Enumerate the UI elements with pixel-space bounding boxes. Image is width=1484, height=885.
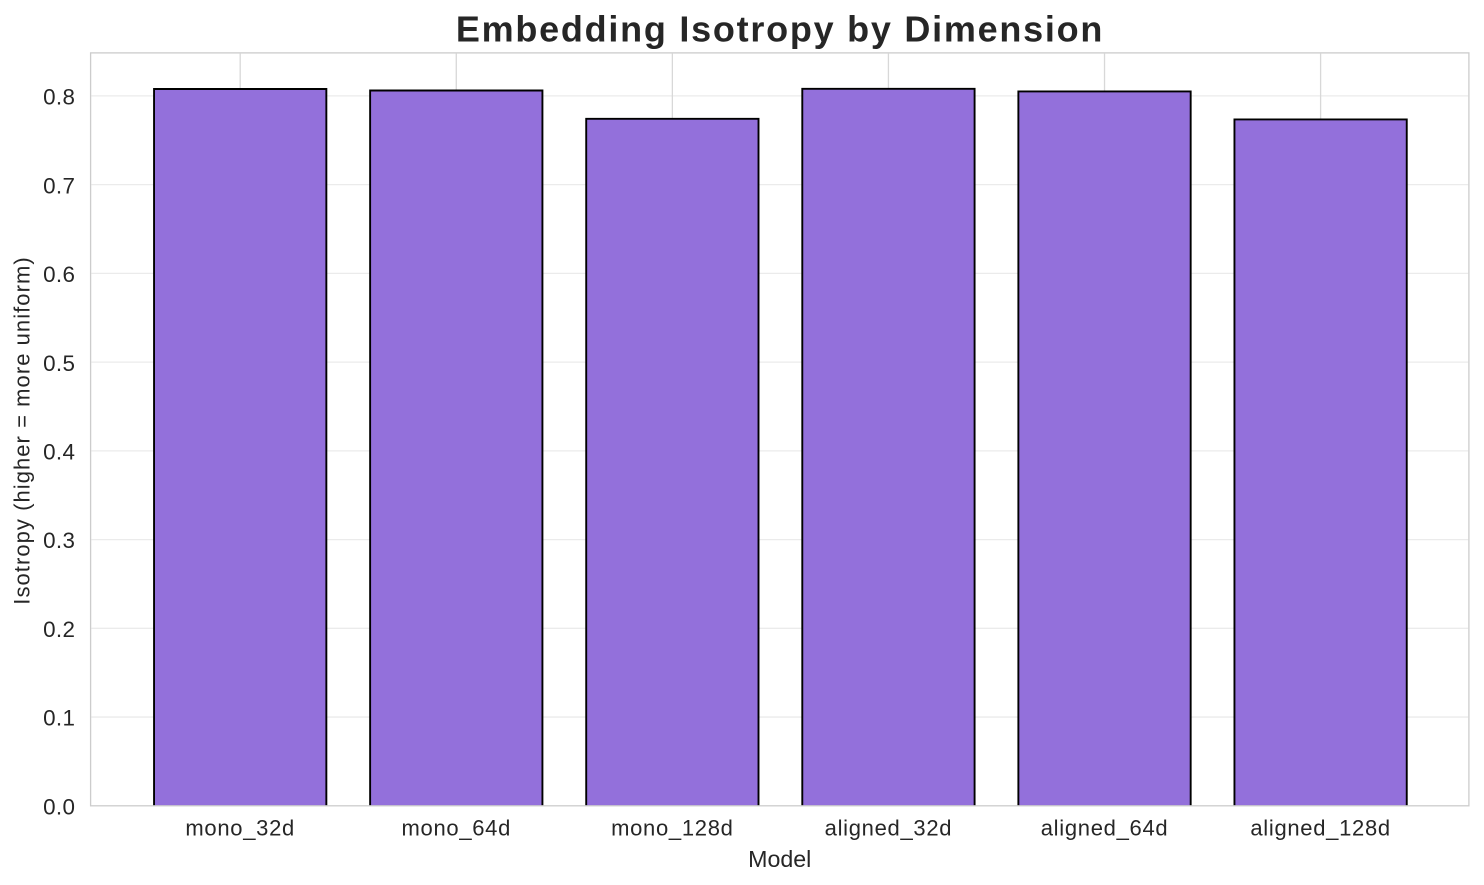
svg-text:0.4: 0.4 — [43, 440, 75, 465]
svg-text:Model: Model — [748, 846, 811, 872]
svg-text:mono_128d: mono_128d — [611, 816, 734, 841]
svg-text:0.7: 0.7 — [43, 173, 75, 198]
svg-text:mono_32d: mono_32d — [185, 816, 295, 841]
svg-text:aligned_32d: aligned_32d — [825, 816, 953, 841]
svg-text:0.8: 0.8 — [43, 85, 75, 110]
svg-text:0.3: 0.3 — [43, 528, 75, 553]
svg-text:0.5: 0.5 — [43, 351, 75, 376]
svg-text:0.6: 0.6 — [43, 262, 75, 287]
svg-text:0.1: 0.1 — [43, 706, 75, 731]
svg-text:0.0: 0.0 — [43, 794, 75, 819]
svg-text:mono_64d: mono_64d — [401, 816, 511, 841]
svg-text:Embedding Isotropy by Dimensio: Embedding Isotropy by Dimension — [456, 9, 1104, 50]
svg-text:aligned_128d: aligned_128d — [1250, 816, 1391, 841]
svg-text:Isotropy (higher = more unifor: Isotropy (higher = more uniform) — [10, 256, 35, 604]
svg-text:aligned_64d: aligned_64d — [1041, 816, 1169, 841]
svg-text:0.2: 0.2 — [43, 617, 75, 642]
